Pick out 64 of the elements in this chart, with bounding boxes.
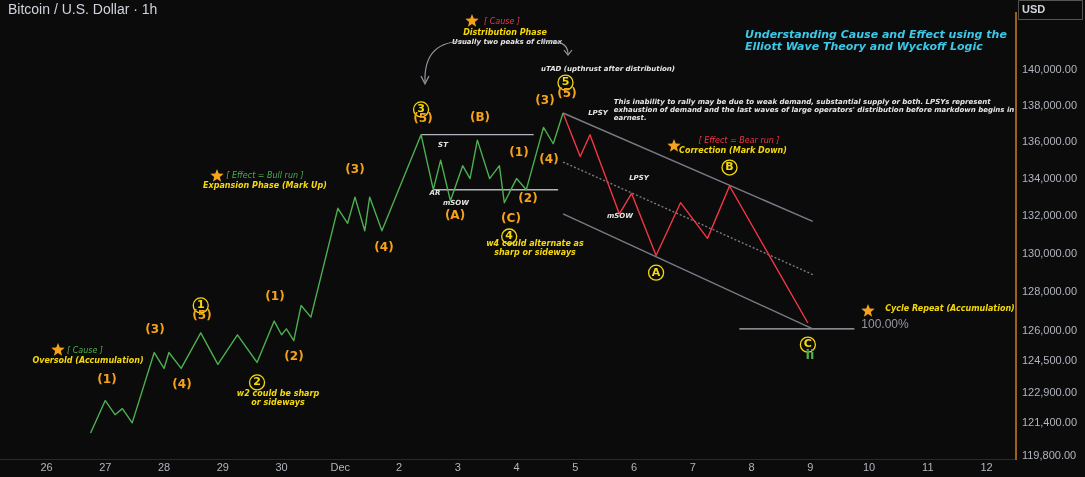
annotation: ii — [805, 347, 815, 363]
annotation: Cycle Repeat (Accumulation) — [885, 304, 1015, 314]
y-tick-label: 136,000.00 — [1021, 134, 1078, 147]
x-tick-label: 3 — [454, 461, 461, 474]
annotation: w2 could be sharp or sideways — [236, 388, 320, 407]
annotation: (4) — [374, 240, 394, 255]
text: Understanding Cause and Effect using the Elliott Wave Theory and Wyckoff Logic — [745, 28, 1008, 54]
annotation: A — [651, 265, 661, 279]
annotation: Expansion Phase (Mark Up) — [203, 181, 327, 191]
x-tick-label: 26 — [40, 461, 53, 474]
annotation: 2 — [253, 375, 261, 389]
annotation: (4) — [172, 377, 192, 392]
x-tick-label: 4 — [513, 461, 520, 474]
annotation: Correction (Mark Down) — [679, 146, 787, 156]
y-tick-label: 124,500.00 — [1021, 353, 1078, 366]
y-tick-label: 130,000.00 — [1021, 246, 1078, 259]
annotation: Oversold (Accumulation) — [32, 356, 144, 366]
annotation: (3) — [345, 162, 365, 177]
x-tick-label: 27 — [99, 461, 112, 474]
x-tick-label: 30 — [275, 461, 288, 474]
y-tick-label: 121,400.00 — [1021, 415, 1078, 428]
y-tick-label: 128,000.00 — [1021, 284, 1078, 297]
x-tick-label: 5 — [572, 461, 579, 474]
annotation: (5) — [192, 308, 212, 323]
annotation: (2) — [518, 191, 538, 206]
annotation: [ Effect = Bear run ] — [698, 136, 780, 146]
annotation: (2) — [284, 349, 304, 364]
y-tick-label: 138,000.00 — [1021, 98, 1078, 111]
annotation: (1) — [97, 372, 117, 387]
annotation: (4) — [539, 152, 559, 167]
y-tick-label: 134,000.00 — [1021, 171, 1078, 184]
annotation: (A) — [444, 208, 466, 223]
annotation: (C) — [501, 211, 521, 226]
x-tick-label: 6 — [630, 461, 638, 474]
y-tick-label: 119,800.00 — [1021, 448, 1077, 461]
annotation: (3) — [535, 93, 555, 108]
x-tick-label: 8 — [748, 461, 755, 474]
x-tick-label: Dec — [330, 461, 351, 474]
annotation: [ Effect = Bull run ] — [226, 171, 304, 181]
annotation: 100.00% — [861, 317, 910, 332]
y-tick-label: 126,000.00 — [1021, 323, 1078, 336]
x-tick-label: 7 — [689, 461, 696, 474]
annotation: (3) — [145, 322, 165, 337]
y-tick-label: 122,900.00 — [1021, 385, 1078, 398]
annotation: (5) — [413, 111, 433, 126]
annotation: (1) — [509, 145, 529, 160]
x-tick-label: 29 — [216, 461, 229, 474]
x-tick-label: 12 — [980, 461, 993, 474]
annotation: [ Cause ] — [484, 17, 520, 27]
annotation: [ Cause ] — [67, 346, 103, 356]
annotation: (5) — [557, 86, 577, 101]
y-tick-label: 132,000.00 — [1021, 208, 1078, 221]
x-tick-label: 2 — [395, 461, 403, 474]
x-tick-label: 28 — [157, 461, 171, 474]
annotation: (B) — [469, 110, 491, 125]
x-tick-label: 9 — [807, 461, 814, 474]
y-tick-label: 140,000.00 — [1021, 63, 1078, 76]
y-axis-title: USD — [1021, 3, 1046, 16]
x-tick-label: 11 — [922, 461, 934, 474]
annotation: Distribution Phase — [463, 28, 548, 38]
chart-title: Bitcoin / U.S. Dollar · 1h — [8, 0, 158, 17]
annotation: B — [725, 160, 734, 174]
x-tick-label: 10 — [862, 461, 876, 474]
annotation: (1) — [265, 289, 285, 304]
